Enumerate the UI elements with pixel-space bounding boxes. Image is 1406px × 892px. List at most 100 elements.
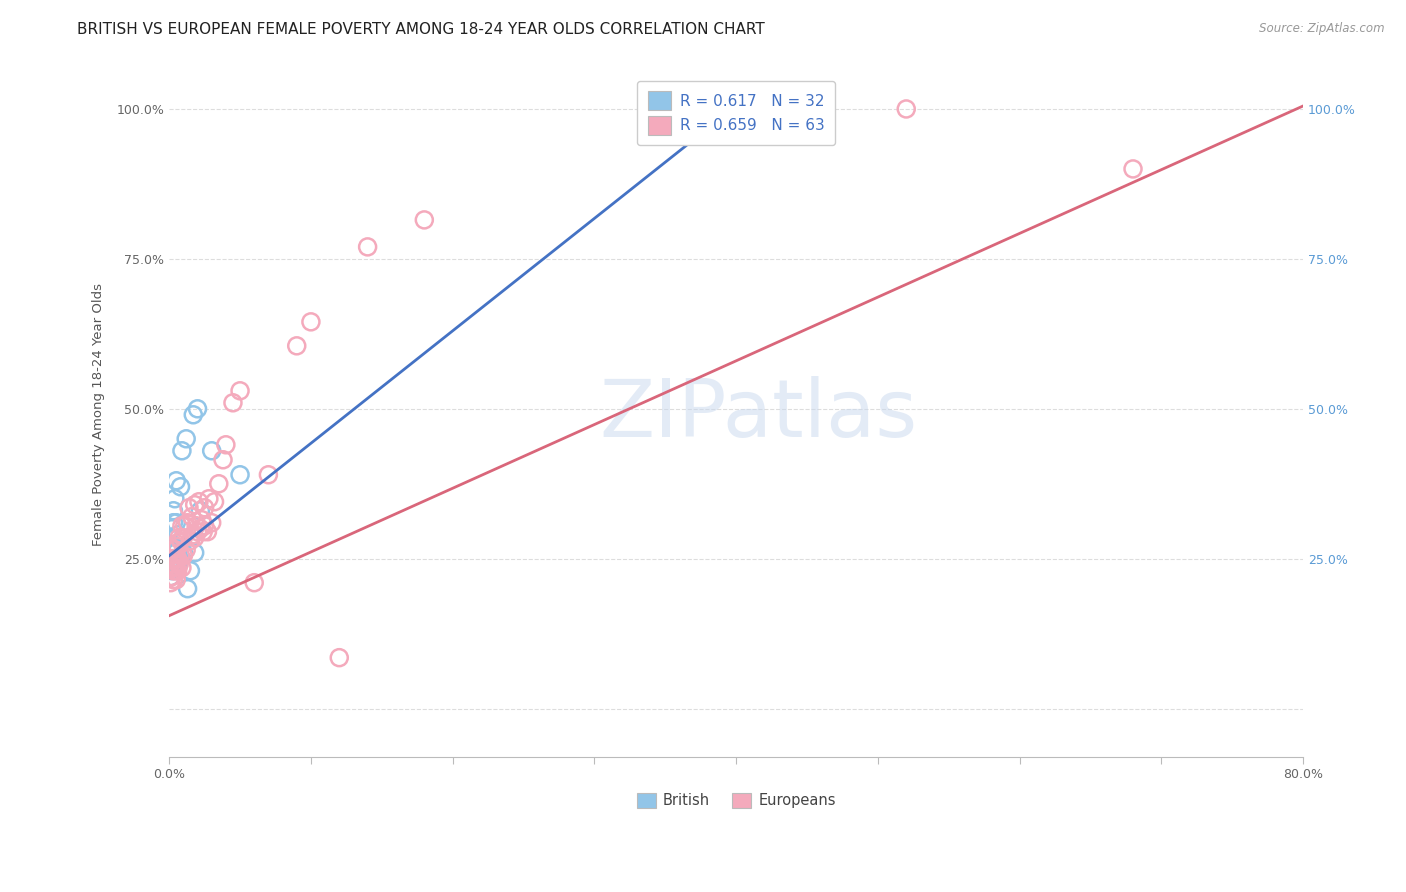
- Point: [174, 432, 197, 446]
- Point: [167, 558, 190, 572]
- Point: [181, 527, 204, 541]
- Point: [162, 540, 184, 554]
- Point: [328, 650, 350, 665]
- Point: [172, 546, 194, 560]
- Point: [159, 570, 181, 584]
- Text: Source: ZipAtlas.com: Source: ZipAtlas.com: [1260, 22, 1385, 36]
- Point: [167, 531, 190, 545]
- Point: [172, 531, 194, 545]
- Point: [177, 500, 200, 515]
- Point: [243, 575, 266, 590]
- Point: [180, 509, 202, 524]
- Legend: British, Europeans: British, Europeans: [631, 787, 841, 814]
- Point: [160, 522, 183, 536]
- Point: [229, 384, 252, 398]
- Point: [191, 513, 214, 527]
- Point: [176, 516, 198, 530]
- Point: [162, 551, 184, 566]
- Point: [190, 522, 212, 536]
- Point: [222, 396, 245, 410]
- Point: [163, 540, 186, 554]
- Point: [163, 564, 186, 578]
- Point: [162, 573, 184, 587]
- Point: [160, 560, 183, 574]
- Point: [160, 570, 183, 584]
- Text: ZIPatlas: ZIPatlas: [600, 376, 918, 454]
- Point: [165, 474, 187, 488]
- Point: [183, 531, 205, 545]
- Point: [163, 551, 186, 566]
- Point: [162, 551, 184, 566]
- Point: [165, 551, 187, 566]
- Point: [299, 315, 322, 329]
- Point: [285, 339, 308, 353]
- Text: BRITISH VS EUROPEAN FEMALE POVERTY AMONG 18-24 YEAR OLDS CORRELATION CHART: BRITISH VS EUROPEAN FEMALE POVERTY AMONG…: [77, 22, 765, 37]
- Point: [896, 102, 918, 116]
- Point: [198, 491, 221, 506]
- Point: [162, 542, 184, 557]
- Point: [165, 564, 187, 578]
- Point: [184, 518, 207, 533]
- Point: [170, 443, 193, 458]
- Point: [215, 438, 238, 452]
- Point: [160, 540, 183, 554]
- Point: [170, 560, 193, 574]
- Point: [160, 551, 183, 566]
- Y-axis label: Female Poverty Among 18-24 Year Olds: Female Poverty Among 18-24 Year Olds: [93, 284, 105, 546]
- Point: [169, 480, 191, 494]
- Point: [173, 518, 195, 533]
- Point: [159, 570, 181, 584]
- Point: [356, 240, 378, 254]
- Point: [160, 551, 183, 566]
- Point: [170, 518, 193, 533]
- Point: [193, 524, 215, 539]
- Point: [167, 551, 190, 566]
- Point: [165, 537, 187, 551]
- Point: [159, 558, 181, 572]
- Point: [208, 476, 231, 491]
- Point: [201, 516, 224, 530]
- Point: [166, 527, 188, 541]
- Point: [183, 498, 205, 512]
- Point: [194, 500, 217, 515]
- Point: [212, 452, 235, 467]
- Point: [159, 575, 181, 590]
- Point: [257, 467, 280, 482]
- Point: [176, 582, 198, 596]
- Point: [162, 516, 184, 530]
- Point: [204, 494, 226, 508]
- Point: [159, 546, 181, 560]
- Point: [166, 540, 188, 554]
- Point: [201, 443, 224, 458]
- Point: [162, 564, 184, 578]
- Point: [190, 504, 212, 518]
- Point: [181, 408, 204, 422]
- Point: [186, 401, 208, 416]
- Point: [179, 533, 201, 548]
- Point: [413, 213, 436, 227]
- Point: [166, 551, 188, 566]
- Point: [194, 518, 217, 533]
- Point: [197, 524, 219, 539]
- Point: [162, 504, 184, 518]
- Point: [165, 516, 187, 530]
- Point: [186, 524, 208, 539]
- Point: [163, 551, 186, 566]
- Point: [169, 549, 191, 563]
- Point: [165, 573, 187, 587]
- Point: [165, 546, 187, 560]
- Point: [160, 564, 183, 578]
- Point: [166, 558, 188, 572]
- Point: [229, 467, 252, 482]
- Point: [169, 533, 191, 548]
- Point: [187, 494, 209, 508]
- Point: [1122, 161, 1144, 176]
- Point: [166, 564, 188, 578]
- Point: [163, 542, 186, 557]
- Point: [174, 542, 197, 557]
- Point: [159, 558, 181, 572]
- Point: [163, 491, 186, 506]
- Point: [172, 549, 194, 563]
- Point: [183, 546, 205, 560]
- Point: [179, 564, 201, 578]
